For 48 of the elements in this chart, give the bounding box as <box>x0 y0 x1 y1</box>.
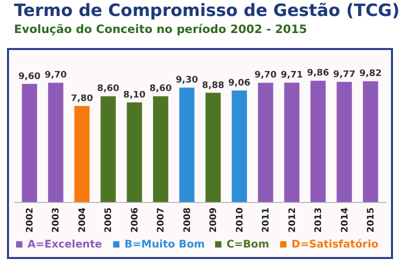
bar <box>206 92 221 202</box>
x-tick-label: 2005 <box>104 208 114 233</box>
data-label: 9,82 <box>359 69 382 80</box>
x-tick-label: 2002 <box>25 208 36 233</box>
chart-subtitle: Evolução do Conceito no período 2002 - 2015 <box>14 22 308 36</box>
x-tick-label: 2004 <box>78 208 88 233</box>
bar <box>48 82 64 202</box>
bar <box>336 82 352 202</box>
x-tick-label: 2014 <box>340 208 350 233</box>
bar <box>258 82 274 202</box>
x-tick-label: 2009 <box>209 208 220 233</box>
data-label: 9,71 <box>280 70 303 81</box>
data-label: 9,30 <box>176 76 198 86</box>
data-label: 9,77 <box>333 70 356 80</box>
x-tick-label: 2006 <box>130 208 140 233</box>
legend-label: B=Muito Bom <box>124 238 205 250</box>
legend-label: D=Satisfatório <box>292 238 378 250</box>
x-tick-label: 2011 <box>262 208 272 233</box>
x-tick-label: 2008 <box>182 208 193 233</box>
bar <box>232 90 247 202</box>
x-tick-label: 2015 <box>366 208 377 233</box>
chart-title: Termo de Compromisso de Gestão (TCG) <box>14 1 400 22</box>
bar <box>362 81 378 202</box>
data-label: 9,86 <box>306 68 330 79</box>
bar <box>22 84 38 202</box>
x-tick-label: 2012 <box>288 208 298 233</box>
data-label: 9,06 <box>228 78 250 89</box>
bar <box>126 102 142 202</box>
bar <box>179 88 194 202</box>
data-label: 8,60 <box>150 84 172 94</box>
bar <box>74 106 90 202</box>
bar <box>310 80 326 202</box>
legend-label: C=Bom <box>226 238 270 250</box>
bar <box>153 96 168 202</box>
x-tick-label: 2010 <box>235 208 246 233</box>
data-label: 7,80 <box>70 94 94 104</box>
x-tick-label: 2003 <box>52 208 62 233</box>
data-label: 9,70 <box>254 70 277 81</box>
data-label: 8,10 <box>123 90 146 100</box>
legend-label: A=Excelente <box>28 238 102 250</box>
x-tick-label: 2007 <box>156 208 167 233</box>
data-label: 9,70 <box>44 70 67 81</box>
bar <box>100 96 116 202</box>
data-label: 9,60 <box>18 72 41 82</box>
data-label: 8,60 <box>97 84 120 94</box>
bar <box>284 82 300 202</box>
data-label: 8,88 <box>202 80 224 91</box>
x-tick-label: 2013 <box>314 208 324 233</box>
